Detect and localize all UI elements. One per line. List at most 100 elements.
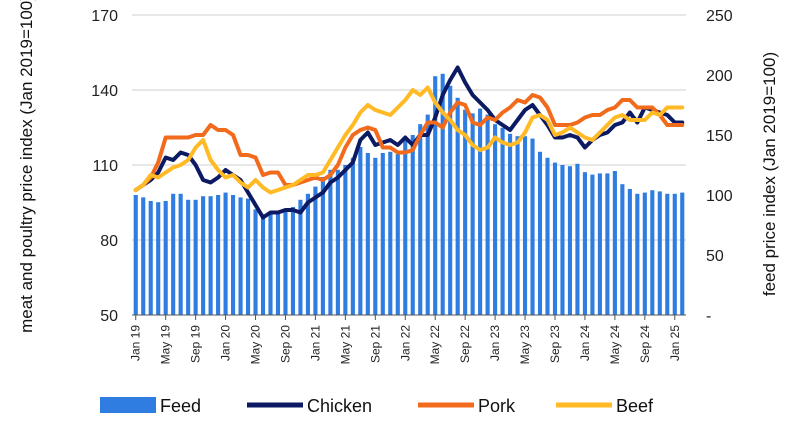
feed-bar xyxy=(186,199,191,315)
feed-bar xyxy=(156,202,161,315)
feed-bar xyxy=(508,133,513,315)
meat-lines xyxy=(133,65,685,220)
feed-bar xyxy=(620,184,625,315)
feed-bar xyxy=(343,165,348,315)
feed-bar xyxy=(380,153,385,315)
legend-label-beef: Beef xyxy=(616,396,654,416)
x-tick-label: May 20 xyxy=(249,325,263,365)
x-tick-label: Jan 24 xyxy=(578,325,592,361)
feed-bars xyxy=(133,73,685,316)
feed-bar xyxy=(597,173,602,315)
feed-bar xyxy=(231,195,236,315)
feed-bar xyxy=(463,109,468,315)
feed-bar xyxy=(493,124,498,315)
right-tick-label: 250 xyxy=(706,8,733,25)
feed-bar xyxy=(388,151,393,315)
feed-bar xyxy=(455,97,460,315)
feed-bar xyxy=(305,193,310,315)
feed-bar xyxy=(260,214,266,315)
x-tick-label: Sep 23 xyxy=(548,325,562,363)
feed-bar xyxy=(216,195,221,315)
legend-label-pork: Pork xyxy=(478,396,516,416)
feed-bar xyxy=(425,114,430,315)
feed-bar xyxy=(208,196,213,315)
feed-bar xyxy=(171,193,176,315)
feed-bar xyxy=(657,191,662,315)
feed-bar xyxy=(245,198,251,315)
x-tick-label: Jan 25 xyxy=(668,325,682,361)
feed-bar xyxy=(650,190,655,315)
feed-bar xyxy=(537,151,543,315)
feed-bar xyxy=(253,209,258,315)
x-tick-label: May 21 xyxy=(338,325,352,365)
feed-bar xyxy=(403,139,408,315)
feed-bar xyxy=(238,197,243,315)
x-tick-label: May 22 xyxy=(428,325,442,365)
feed-bar xyxy=(448,85,453,315)
feed-bar xyxy=(635,193,640,315)
feed-bar xyxy=(545,157,550,315)
feed-bar xyxy=(440,73,445,315)
feed-bar xyxy=(665,193,670,315)
feed-bar xyxy=(470,113,475,316)
feed-bar xyxy=(515,136,520,315)
feed-bar xyxy=(612,171,617,315)
feed-bar xyxy=(350,157,355,315)
feed-bar xyxy=(680,192,685,315)
left-axis-title: meat and poultry price index (Jan 2019=1… xyxy=(17,0,36,333)
feed-bar xyxy=(567,166,573,315)
right-tick-label: 150 xyxy=(706,128,733,145)
feed-bar xyxy=(530,138,535,315)
x-tick-label: May 23 xyxy=(518,325,532,365)
feed-bar xyxy=(133,195,138,315)
feed-bar xyxy=(365,153,370,315)
x-tick-label: May 24 xyxy=(608,325,622,365)
feed-bar xyxy=(290,207,296,315)
legend-label-feed: Feed xyxy=(160,396,201,416)
feed-bar xyxy=(560,165,565,315)
left-tick-label: 140 xyxy=(91,83,118,100)
right-tick-label: 200 xyxy=(706,68,733,85)
x-tick-label: Jan 23 xyxy=(488,325,502,361)
x-tick-label: Sep 22 xyxy=(458,325,472,363)
feed-bar xyxy=(373,157,378,315)
x-tick-label: Sep 19 xyxy=(189,325,203,363)
x-tick-label: Jan 22 xyxy=(398,325,412,361)
feed-bar xyxy=(500,127,505,315)
beef-line xyxy=(133,85,685,195)
feed-bar xyxy=(163,201,168,315)
legend-swatch-feed xyxy=(100,397,156,413)
feed-bar xyxy=(552,162,558,315)
feed-bar xyxy=(313,186,318,315)
feed-bar xyxy=(642,192,647,315)
right-axis-title: feed price index (Jan 2019=100) xyxy=(760,52,779,296)
feed-bar xyxy=(268,214,273,315)
feed-bar xyxy=(395,154,400,315)
right-tick-label: 50 xyxy=(706,248,724,265)
feed-bar xyxy=(605,173,610,315)
feed-bar xyxy=(672,193,677,315)
left-tick-label: 170 xyxy=(91,8,118,25)
feed-bar xyxy=(148,201,153,315)
feed-bar xyxy=(627,189,632,315)
pork-line xyxy=(133,93,685,192)
right-tick-label: - xyxy=(706,308,711,325)
feed-bar xyxy=(522,136,528,315)
feed-bar xyxy=(178,193,183,315)
feed-bar xyxy=(410,135,415,315)
feed-bar xyxy=(582,172,587,315)
feed-bar xyxy=(358,147,363,315)
feed-bar xyxy=(283,209,288,315)
feed-bar xyxy=(433,76,438,315)
legend: Feed Chicken Pork Beef xyxy=(100,396,654,416)
feed-bar xyxy=(320,177,325,315)
x-tick-label: May 19 xyxy=(159,325,173,365)
x-tick-label: Jan 19 xyxy=(129,325,143,361)
right-tick-label: 100 xyxy=(706,188,733,205)
x-tick-label: Jan 20 xyxy=(219,325,233,361)
feed-bar xyxy=(193,199,198,315)
x-tick-label: Sep 21 xyxy=(368,325,382,363)
feed-bar xyxy=(141,197,146,315)
feed-bar xyxy=(575,163,580,315)
